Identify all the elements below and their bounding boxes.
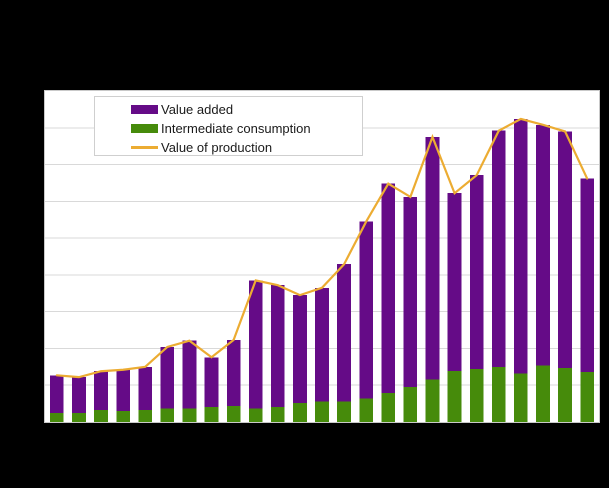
- bar-value-added: [447, 193, 462, 372]
- intermediate-consumption-swatch-icon: [131, 124, 158, 133]
- bar-value-added: [381, 183, 396, 393]
- bar-value-added: [469, 175, 484, 370]
- bar-value-added: [425, 136, 440, 380]
- bar-value-added: [580, 178, 594, 372]
- bar-value-added: [315, 287, 329, 402]
- bar-intermediate-consumption: [514, 373, 528, 422]
- bar-value-added: [514, 118, 528, 374]
- bar-intermediate-consumption: [447, 371, 462, 422]
- plot-area: Value added Intermediate consumption Val…: [44, 90, 600, 423]
- bar-value-added: [94, 371, 108, 411]
- legend-item-value-of-production: Value of production: [131, 138, 362, 157]
- bar-intermediate-consumption: [337, 401, 351, 422]
- value-added-swatch-icon: [131, 105, 158, 114]
- bar-value-added: [270, 285, 285, 407]
- bar-intermediate-consumption: [50, 412, 64, 422]
- legend-label-intermediate-consumption: Intermediate consumption: [161, 121, 311, 136]
- bar-value-added: [138, 366, 153, 411]
- value-of-production-line-swatch-icon: [131, 146, 158, 149]
- bar-value-added: [337, 264, 351, 402]
- bar-value-added: [226, 339, 241, 407]
- legend: Value added Intermediate consumption Val…: [94, 96, 363, 156]
- bar-value-added: [248, 280, 263, 409]
- bar-intermediate-consumption: [160, 408, 175, 422]
- bar-intermediate-consumption: [116, 410, 130, 422]
- bar-value-added: [72, 377, 86, 414]
- bar-intermediate-consumption: [580, 371, 594, 422]
- legend-label-value-added: Value added: [161, 102, 234, 117]
- bar-intermediate-consumption: [204, 406, 219, 422]
- bar-intermediate-consumption: [248, 408, 263, 422]
- stacked-bar-chart-svg: [45, 117, 599, 422]
- bar-value-added: [160, 346, 175, 409]
- bar-intermediate-consumption: [536, 365, 550, 422]
- bar-intermediate-consumption: [558, 367, 572, 422]
- bar-intermediate-consumption: [381, 392, 396, 422]
- bar-value-added: [116, 369, 130, 411]
- bar-value-added: [204, 357, 219, 407]
- bar-intermediate-consumption: [425, 379, 440, 422]
- bar-value-added: [536, 124, 550, 366]
- bar-intermediate-consumption: [270, 406, 285, 422]
- bar-intermediate-consumption: [469, 369, 484, 422]
- bar-intermediate-consumption: [359, 398, 374, 422]
- bar-intermediate-consumption: [94, 410, 108, 422]
- bar-value-added: [50, 375, 64, 413]
- bar-value-added: [403, 196, 418, 388]
- bar-intermediate-consumption: [403, 387, 418, 422]
- legend-item-intermediate-consumption: Intermediate consumption: [131, 119, 362, 138]
- bar-value-added: [182, 340, 197, 409]
- bar-intermediate-consumption: [293, 402, 307, 422]
- bar-intermediate-consumption: [315, 401, 329, 422]
- bar-value-added: [293, 295, 307, 403]
- bar-intermediate-consumption: [226, 406, 241, 422]
- bar-intermediate-consumption: [72, 413, 86, 422]
- legend-item-value-added: Value added: [131, 100, 362, 119]
- bar-intermediate-consumption: [138, 410, 153, 422]
- bar-value-added: [359, 221, 374, 399]
- bar-intermediate-consumption: [182, 408, 197, 422]
- bar-value-added: [558, 131, 572, 368]
- bar-intermediate-consumption: [491, 366, 506, 422]
- bar-value-added: [491, 130, 506, 367]
- legend-label-value-of-production: Value of production: [161, 140, 273, 155]
- value-of-production-line: [55, 117, 589, 379]
